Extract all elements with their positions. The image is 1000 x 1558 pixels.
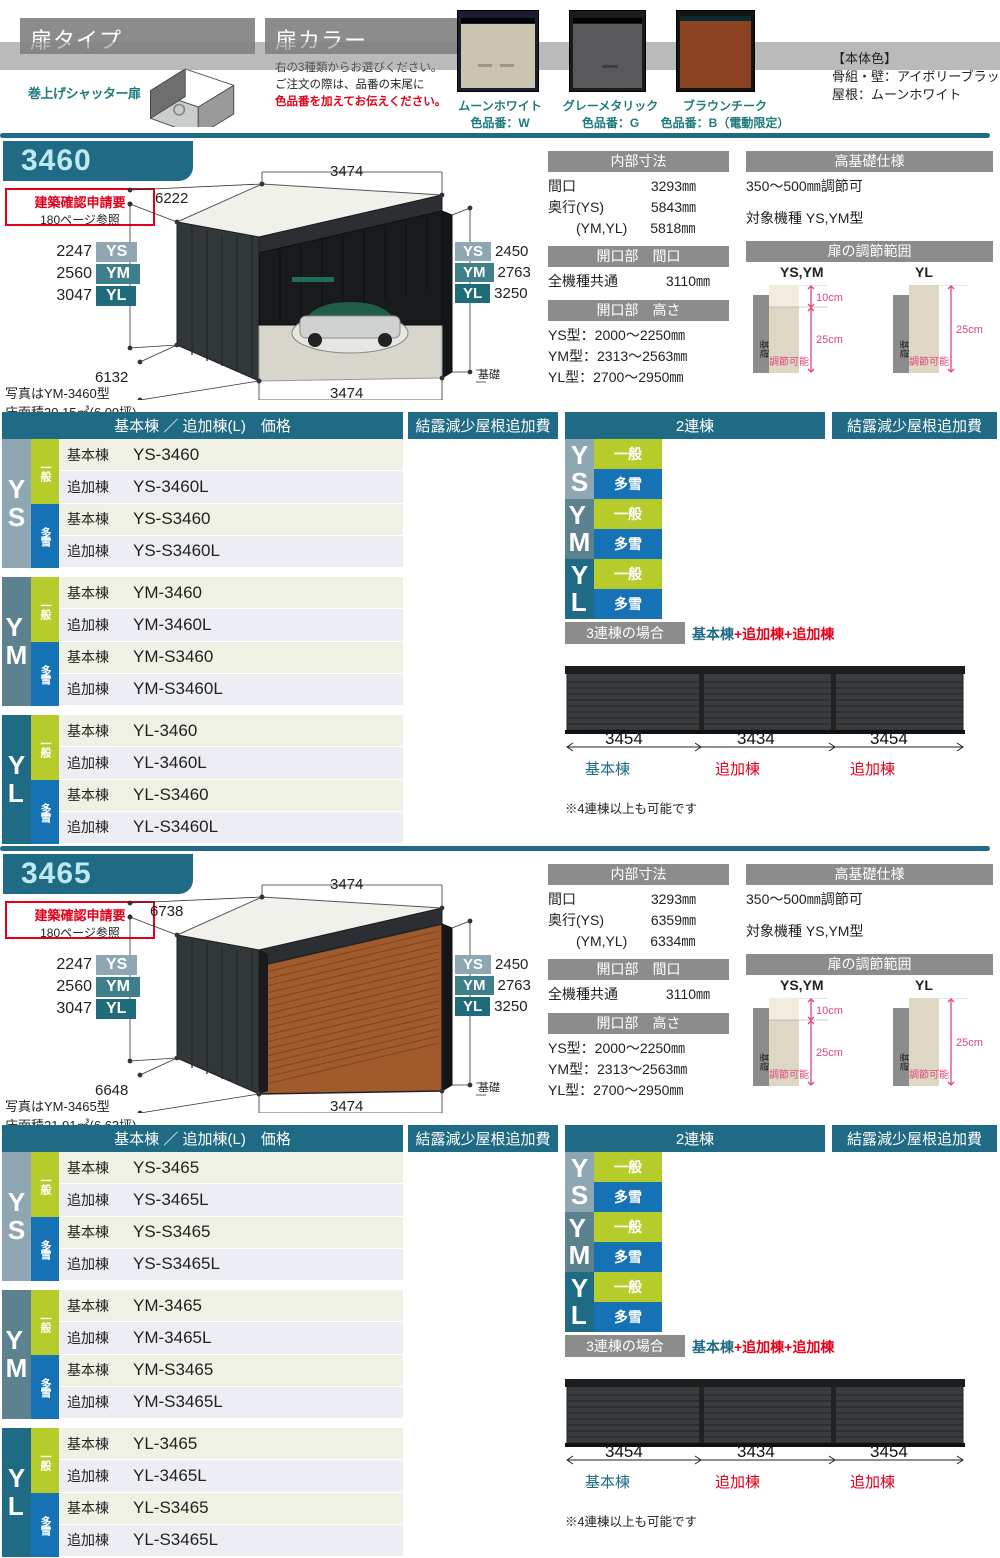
- svg-text:25cm: 25cm: [816, 1047, 843, 1059]
- svg-text:25cm: 25cm: [956, 1037, 983, 1049]
- svg-text:調節可能: 調節可能: [769, 1068, 809, 1081]
- svg-text:3454: 3454: [870, 1442, 908, 1461]
- svg-text:3474: 3474: [330, 163, 363, 180]
- svg-text:基礎: 基礎: [899, 1053, 910, 1071]
- svg-text:3454: 3454: [605, 1442, 643, 1461]
- svg-text:25cm: 25cm: [956, 324, 983, 336]
- svg-text:3474: 3474: [330, 876, 363, 893]
- svg-text:基礎: 基礎: [899, 340, 910, 358]
- svg-text:3474: 3474: [330, 1098, 363, 1113]
- svg-text:追加棟: 追加棟: [850, 1474, 895, 1491]
- svg-text:調節可能: 調節可能: [909, 355, 949, 368]
- svg-text:調節可能: 調節可能: [769, 355, 809, 368]
- svg-text:追加棟: 追加棟: [715, 1474, 760, 1491]
- svg-text:基本棟: 基本棟: [585, 1474, 630, 1491]
- svg-text:6738: 6738: [150, 903, 183, 920]
- svg-text:調節可能: 調節可能: [909, 1068, 949, 1081]
- svg-text:10cm: 10cm: [816, 1005, 843, 1017]
- svg-text:10cm: 10cm: [816, 292, 843, 304]
- svg-text:3474: 3474: [330, 385, 363, 400]
- svg-text:25cm: 25cm: [816, 334, 843, 346]
- svg-text:6222: 6222: [155, 190, 188, 207]
- svg-text:基礎: 基礎: [759, 340, 770, 358]
- svg-text:3434: 3434: [737, 1442, 775, 1461]
- svg-text:基礎: 基礎: [759, 1053, 770, 1071]
